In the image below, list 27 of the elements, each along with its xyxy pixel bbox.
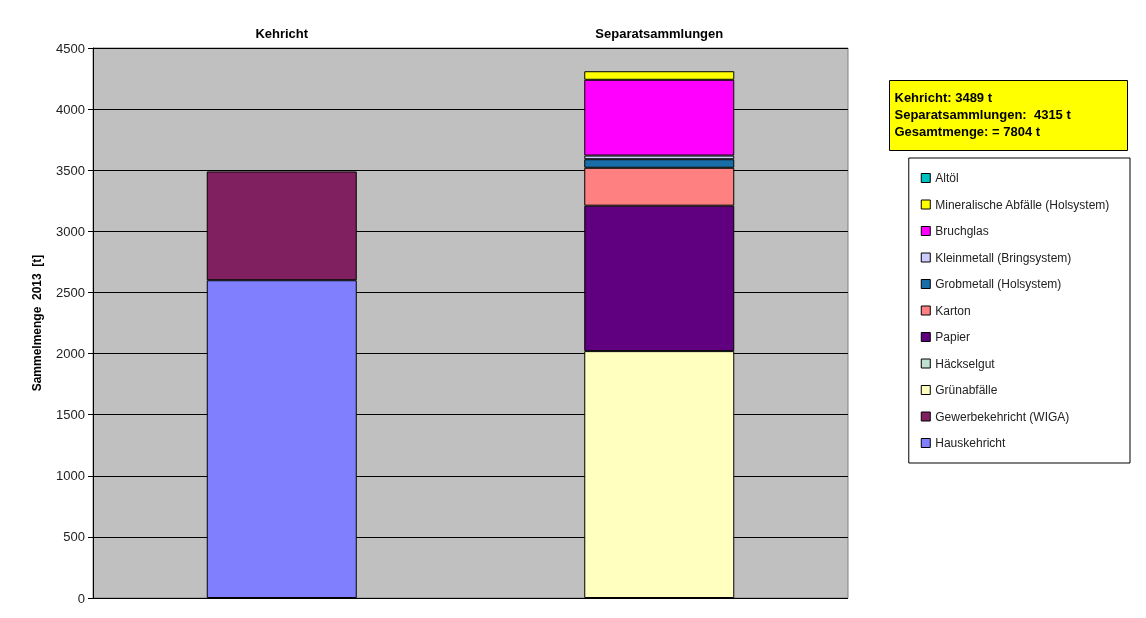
text: Separatsammlungen: 4315 t [894,106,1072,122]
legend-label: Grobmetall (Holsystem) [935,277,1062,291]
legend-label: Häckselgut [935,356,996,371]
legend-label: Karton [935,303,971,318]
y-tick-label: 2000 [56,346,85,362]
y-tick-label: 4500 [56,40,85,56]
legend-label: Altöl [935,171,959,185]
y-tick-label: 4000 [56,101,85,117]
y-tick-label: 0 [77,590,85,606]
y-tick-label: 1500 [56,407,85,423]
text: Gesamtmenge: = 7804 t [894,123,1041,139]
y-tick-label: 1000 [56,468,85,484]
legend-label: Hauskehricht [935,436,1006,450]
y-tick-label: 3500 [56,162,85,178]
y-tick-label: 2500 [56,284,85,300]
y-tick-label: 3000 [56,223,85,239]
legend-label: Kleinmetall (Bringsystem) [935,250,1072,265]
y-tick-label: 500 [63,529,85,545]
legend-label: Mineralische Abfälle (Holsystem) [935,197,1110,212]
y-axis-title: Sammelmenge 2013 [t] [30,254,44,392]
legend-label: Bruchglas [935,224,989,238]
text: Kehricht: 3489 t [894,89,993,105]
legend-label: Grünabfälle [935,383,998,397]
x-tick-label: Kehricht [255,26,309,41]
x-tick-label: Separatsammlungen [595,26,724,41]
legend-label: Papier [935,330,970,344]
legend-label: Gewerbekehricht (WIGA) [935,409,1070,424]
